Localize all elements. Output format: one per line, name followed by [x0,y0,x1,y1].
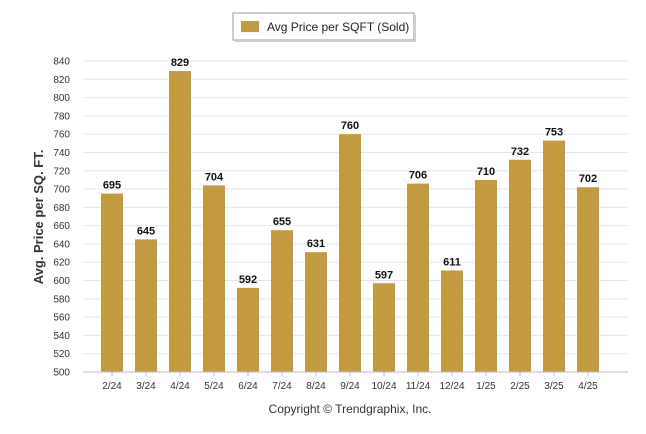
y-tick-label: 580 [53,294,70,305]
copyright-text: Copyright © Trendgraphix, Inc. [269,402,432,416]
data-label: 829 [171,57,189,69]
data-label: 710 [477,166,495,178]
data-label: 695 [103,180,121,192]
bar [135,239,157,372]
legend: Avg Price per SQFT (Sold) [232,12,416,42]
data-label: 655 [273,216,291,228]
y-tick-label: 700 [53,185,70,196]
x-tick-label: 4/25 [578,381,598,392]
bar [203,185,225,372]
x-tick-label: 10/24 [371,381,396,392]
data-label: 631 [307,238,325,250]
x-tick-label: 8/24 [306,381,326,392]
y-tick-label: 800 [53,93,70,104]
bar [577,187,599,372]
y-tick-label: 500 [53,368,70,379]
y-tick-label: 660 [53,221,70,232]
bar [305,252,327,372]
x-tick-label: 6/24 [238,381,258,392]
x-tick-label: 3/25 [544,381,564,392]
bars [101,71,599,372]
y-tick-label: 600 [53,276,70,287]
bar [373,283,395,372]
y-tick-label: 640 [53,239,70,250]
bar [101,193,123,372]
x-tick-label: 2/24 [102,381,122,392]
x-tick-label: 12/24 [439,381,464,392]
data-label: 706 [409,170,427,182]
x-tick-label: 11/24 [406,381,431,392]
x-tick-label: 7/24 [272,381,292,392]
data-label: 611 [443,256,461,268]
y-tick-label: 760 [53,130,70,141]
y-tick-label: 560 [53,313,70,324]
y-tick-label: 780 [53,111,70,122]
legend-shadow-right [414,15,416,42]
bar [169,71,191,372]
x-tick-label: 9/24 [340,381,360,392]
y-tick-label: 840 [53,57,70,68]
bar [339,134,361,372]
bar [441,270,463,372]
bar [509,159,531,372]
bar [407,183,429,372]
bar [475,179,497,372]
data-label: 597 [375,269,393,281]
x-axis-ticks: 2/24 3/24 4/24 5/24 6/24 7/24 8/24 9/24 10/24 11/… [102,372,598,392]
x-tick-label: 1/25 [476,381,496,392]
y-tick-label: 620 [53,258,70,269]
legend-box [232,12,415,41]
data-labels: 695 645 829 704 592 655 631 760 597 706 611 710 732 7… [103,57,597,286]
x-tick-label: 3/24 [136,381,156,392]
bar [271,230,293,372]
x-tick-label: 2/25 [510,381,530,392]
data-label: 760 [341,120,359,132]
data-label: 592 [239,274,257,286]
data-label: 702 [579,173,597,185]
y-tick-label: 820 [53,75,70,86]
legend-swatch [241,21,259,32]
x-tick-label: 4/24 [170,381,190,392]
y-tick-label: 680 [53,203,70,214]
legend-shadow-bottom [235,40,416,42]
data-label: 753 [545,127,563,139]
data-label: 732 [511,146,529,158]
x-tick-label: 5/24 [204,381,224,392]
data-label: 645 [137,225,155,237]
bar [543,140,565,372]
data-label: 704 [205,171,224,183]
y-axis-ticks: 500 520 540 560 580 600 620 640 660 680 700 720 740 7… [53,57,70,379]
y-axis-title: Avg. Price per SQ. FT. [31,150,46,285]
y-tick-label: 740 [53,148,70,159]
y-tick-label: 540 [53,331,70,342]
y-tick-label: 520 [53,349,70,360]
bar [237,287,259,372]
legend-label: Avg Price per SQFT (Sold) [267,20,409,34]
y-tick-label: 720 [53,166,70,177]
